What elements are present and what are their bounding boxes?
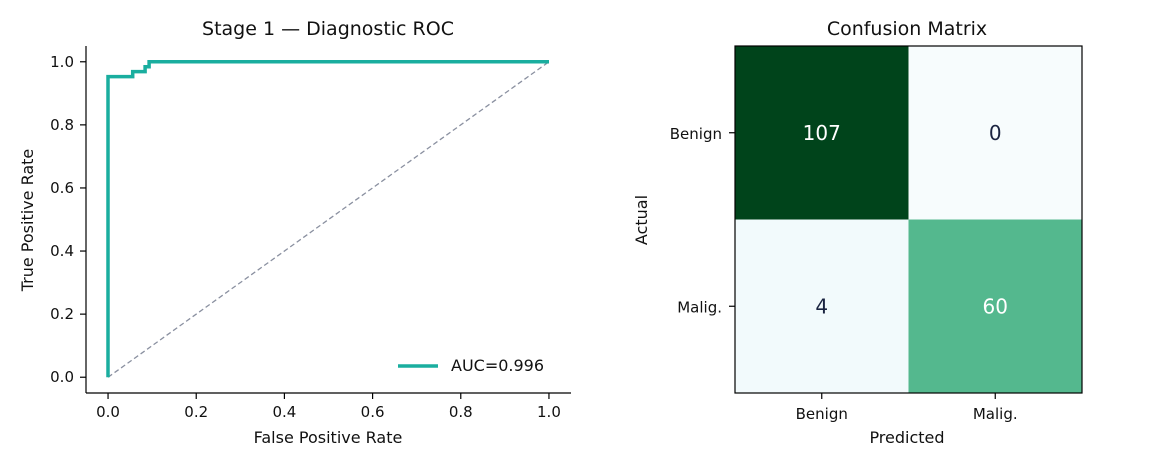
cm-cell-value: 4 — [815, 294, 828, 318]
roc-legend: AUC=0.996 — [398, 356, 544, 375]
cm-cells: 107 0 4 60 — [735, 46, 1083, 394]
cm-title: Confusion Matrix — [827, 18, 987, 40]
cm-cell-value: 107 — [803, 121, 841, 145]
cm-cell-value: 60 — [983, 294, 1008, 318]
roc-x-tick-label: 0.8 — [449, 403, 473, 421]
roc-x-axis-label: False Positive Rate — [254, 428, 403, 447]
cm-cell — [735, 46, 909, 220]
roc-y-tick-label: 0.0 — [50, 368, 74, 386]
roc-y-tick-label: 1.0 — [50, 53, 74, 71]
roc-y-tick-label: 0.2 — [50, 305, 74, 323]
cm-x-axis-label: Predicted — [869, 428, 944, 447]
cm-cell — [908, 46, 1083, 220]
cm-frame — [734, 45, 1083, 394]
roc-x-tick-label: 0.4 — [272, 403, 296, 421]
cm-cell — [908, 219, 1083, 394]
roc-plot-area — [106, 60, 550, 378]
roc-x-tick-label: 0.0 — [96, 403, 120, 421]
roc-y-tick-label: 0.8 — [50, 116, 74, 134]
roc-legend-label: AUC=0.996 — [451, 356, 544, 375]
confusion-matrix-chart: Confusion Matrix 107 0 4 60 Benign Malig. Be… — [632, 18, 1083, 447]
cm-y-axis-label: Actual — [632, 195, 651, 245]
cm-x-ticks: Benign Malig. — [796, 393, 1018, 423]
cm-y-ticks: Benign Malig. — [670, 125, 735, 316]
roc-y-tick-label: 0.6 — [50, 179, 74, 197]
cm-y-tick-label: Malig. — [677, 298, 722, 316]
roc-title: Stage 1 — Diagnostic ROC — [202, 18, 454, 40]
roc-x-tick-label: 1.0 — [537, 403, 561, 421]
roc-y-axis-label: True Positive Rate — [18, 149, 37, 293]
roc-x-tick-label: 0.2 — [184, 403, 208, 421]
roc-x-tick-label: 0.6 — [361, 403, 385, 421]
roc-chart: Stage 1 — Diagnostic ROC 0.0 0.2 0.4 0.6 0.8… — [18, 18, 571, 447]
roc-x-ticks: 0.0 0.2 0.4 0.6 0.8 1.0 — [96, 393, 561, 421]
roc-y-ticks: 0.0 0.2 0.4 0.6 0.8 1.0 — [50, 53, 86, 386]
roc-curve-series-0 — [106, 60, 549, 378]
roc-chance-line — [107, 61, 550, 378]
cm-x-tick-label: Malig. — [973, 405, 1018, 423]
cm-y-tick-label: Benign — [670, 125, 722, 143]
roc-y-tick-label: 0.4 — [50, 242, 74, 260]
cm-x-tick-label: Benign — [796, 405, 848, 423]
cm-cell-value: 0 — [989, 121, 1002, 145]
cm-cell — [735, 219, 909, 394]
